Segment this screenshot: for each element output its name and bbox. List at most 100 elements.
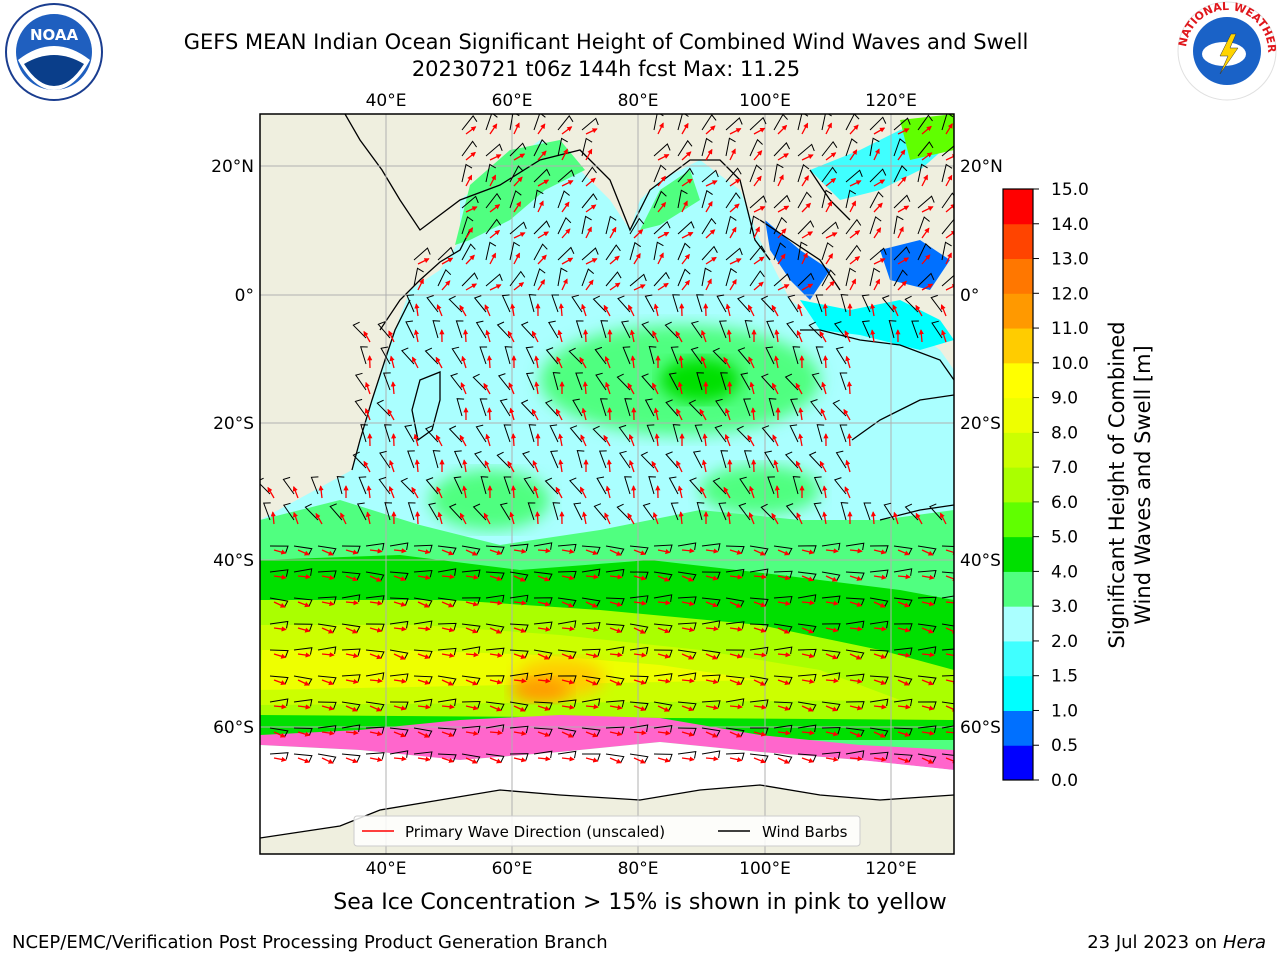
colorbar-label-line2: Wind Waves and Swell [m] [1131,345,1155,625]
wind-barb [629,273,647,287]
wave-direction-arrow [483,512,491,525]
wave-direction-arrow [726,511,732,525]
wave-direction-arrow [801,653,815,659]
wave-direction-arrow [633,627,646,634]
wave-direction-arrow [489,600,503,606]
wave-direction-arrow [465,627,478,634]
wind-barb [840,502,849,521]
wind-barb [701,114,717,131]
wave-direction-arrow [513,176,523,187]
wave-direction-arrow [897,601,910,608]
wind-barb [835,346,847,365]
wind-barb [533,597,553,605]
wind-barb [437,268,452,287]
wind-barb [485,724,505,732]
wave-direction-arrow [315,512,323,525]
wind-barb [893,623,913,631]
wind-barb [605,271,622,287]
wave-direction-arrow [579,356,587,369]
wind-barb [341,648,361,656]
wind-barb [552,502,561,521]
wind-barb [815,294,824,313]
wind-barb [501,294,511,313]
wave-direction-arrow [585,128,598,135]
wind-barb [701,245,718,261]
wind-barb [917,114,933,131]
footer-host: Hera [1222,932,1266,953]
wind-barb [525,346,535,365]
wind-barb [725,752,745,760]
wave-direction-arrow [489,174,497,187]
wind-barb [701,189,713,209]
wave-direction-arrow [390,381,396,395]
wind-barb [473,295,487,313]
wind-barb [404,424,415,443]
wind-barb [833,321,847,339]
wind-barb [354,372,367,391]
wave-direction-arrow [609,704,623,710]
wind-barb [629,675,649,684]
wave-direction-arrow [771,512,779,525]
wind-barb [764,450,775,469]
wave-direction-arrow [415,511,421,525]
wave-direction-arrow [633,757,646,764]
wind-barb [701,169,719,183]
wave-direction-arrow [581,303,587,317]
wave-direction-arrow [747,434,755,447]
wave-direction-arrow [489,252,497,265]
wind-barb [365,623,385,631]
wave-direction-arrow [531,330,539,343]
wind-barb [749,623,769,632]
wave-direction-arrow [753,627,767,633]
wind-barb [677,542,697,550]
wave-direction-arrow [631,485,637,499]
wave-direction-arrow [795,382,803,395]
wave-direction-arrow [681,279,690,291]
lon-tick-bottom-100e: 100°E [739,859,791,879]
wind-barb [582,753,601,761]
wave-direction-arrow [513,627,527,633]
wave-direction-arrow [417,549,431,555]
wave-direction-arrow [849,601,863,607]
wave-direction-arrow [652,382,659,395]
wave-direction-arrow [465,174,473,187]
wind-barb [743,450,752,469]
wave-direction-arrow [585,601,598,608]
wind-barb [573,502,583,521]
wind-barb [437,622,457,631]
wave-direction-arrow [870,511,877,525]
wind-barb [845,542,865,551]
wind-barb [701,267,712,287]
wind-barb [670,346,679,365]
wave-direction-arrow [845,355,851,369]
wave-direction-arrow [513,600,527,606]
wave-direction-arrow [561,731,574,738]
wave-direction-arrow [897,280,907,291]
wave-direction-arrow [273,574,287,580]
wind-barb [617,295,631,313]
wind-barb [523,476,535,495]
wind-barb [269,569,289,577]
wave-direction-arrow [417,601,430,608]
wave-direction-arrow [561,626,575,632]
wind-barb [786,321,799,339]
wind-barb [941,753,954,756]
wave-direction-arrow [441,757,455,763]
wind-barb [461,115,478,131]
wave-direction-arrow [897,205,910,213]
wave-direction-arrow [822,303,829,317]
wave-direction-arrow [561,653,574,660]
wave-direction-arrow [945,123,953,135]
wind-barb [941,725,954,729]
wave-direction-arrow [753,679,766,686]
wave-direction-arrow [633,705,647,712]
wave-direction-arrow [801,283,814,291]
wave-direction-arrow [441,257,454,265]
wind-barb [509,142,527,157]
wind-barb [479,398,488,417]
wind-barb [845,750,865,758]
wind-barb [808,451,823,469]
wave-direction-arrow [893,511,899,525]
wind-barb [485,647,505,656]
wave-direction-arrow [801,627,814,634]
